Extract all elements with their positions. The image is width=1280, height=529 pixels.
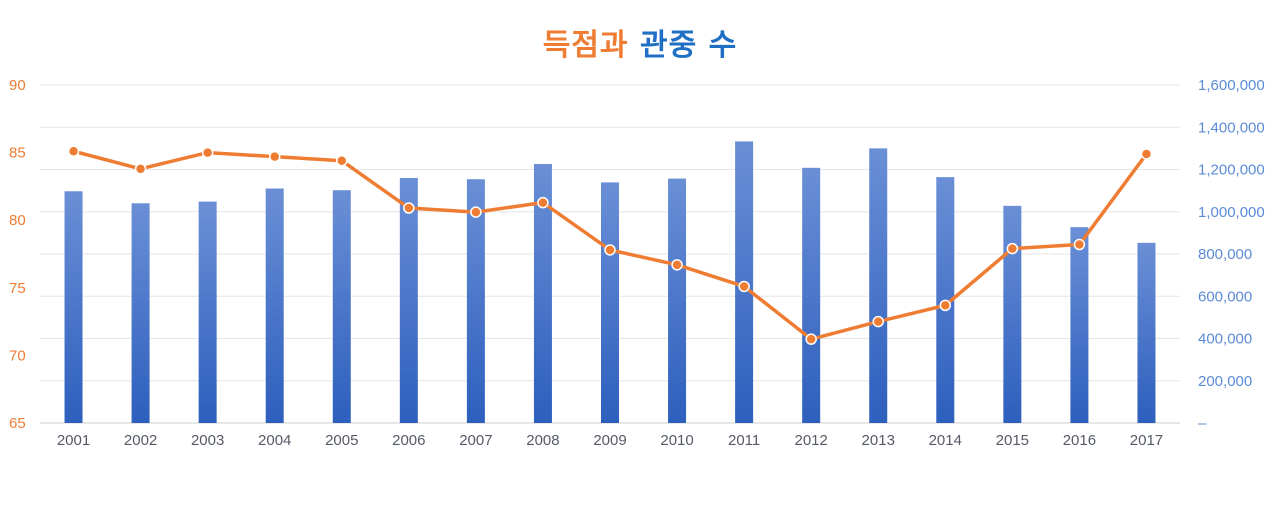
bar-2010 <box>668 178 687 423</box>
y-right-tick: 800,000 <box>1198 246 1252 263</box>
bar-series <box>64 141 1156 423</box>
chart-title-part2: 관중 수 <box>640 28 738 63</box>
bar-2013 <box>869 148 888 423</box>
bar-2002 <box>131 203 150 423</box>
y-left-tick: 75 <box>9 280 26 297</box>
bar-2012 <box>802 167 821 423</box>
line-point-2003 <box>201 146 214 159</box>
chart-title-part1: 득점과 <box>542 28 629 63</box>
line-point-2014 <box>939 299 952 312</box>
y-left-tick: 90 <box>9 77 26 94</box>
line-point-2017 <box>1140 148 1153 160</box>
y-left-tick: 85 <box>9 145 26 162</box>
y-right-tick: 1,000,000 <box>1198 204 1265 221</box>
line-point-2001 <box>67 145 80 157</box>
bar-2004 <box>265 188 284 423</box>
bar-2003 <box>198 201 217 423</box>
bar-2005 <box>332 190 351 423</box>
y-right-tick: – <box>1198 415 1207 432</box>
x-tick: 2017 <box>1130 432 1163 449</box>
y-right-tick: 200,000 <box>1198 373 1252 390</box>
bar-2009 <box>601 182 619 423</box>
line-point-2010 <box>671 259 683 271</box>
line-point-2009 <box>604 244 616 256</box>
line-point-2015 <box>1006 242 1019 255</box>
axes: 90 85 80 75 70 65 1,600,000 1,400,000 1,200,000 1… <box>9 77 1265 449</box>
x-tick: 2008 <box>526 432 559 449</box>
x-tick: 2016 <box>1063 432 1096 449</box>
x-tick: 2010 <box>660 432 693 449</box>
bar-2001 <box>64 191 83 423</box>
bar-2006 <box>399 177 418 423</box>
line-point-2011 <box>738 280 750 293</box>
x-tick: 2003 <box>191 432 224 449</box>
chart-title: 득점과 관중 수 <box>0 20 1280 64</box>
line-point-2008 <box>537 196 549 209</box>
x-tick: 2009 <box>593 432 626 449</box>
x-tick: 2015 <box>996 432 1029 449</box>
x-tick: 2005 <box>325 432 358 449</box>
x-tick: 2013 <box>862 432 895 449</box>
x-tick: 2001 <box>57 432 90 449</box>
line-point-2006 <box>403 202 415 214</box>
y-right-tick: 600,000 <box>1198 288 1252 305</box>
y-right-tick: 1,600,000 <box>1198 77 1265 94</box>
bar-2007 <box>466 179 485 423</box>
y-left-tick: 65 <box>9 415 26 432</box>
line-point-2016 <box>1073 238 1086 251</box>
x-tick: 2012 <box>794 432 827 449</box>
y-right-tick: 1,400,000 <box>1198 119 1265 136</box>
x-tick: 2004 <box>258 432 291 449</box>
line-point-2002 <box>134 163 147 175</box>
line-point-2004 <box>268 150 281 163</box>
line-series <box>67 145 1153 345</box>
line-point-2012 <box>805 333 817 345</box>
bar-2008 <box>533 164 552 423</box>
bar-2016 <box>1070 227 1089 423</box>
bar-2017 <box>1137 242 1156 423</box>
x-tick: 2007 <box>459 432 492 449</box>
x-tick: 2002 <box>124 432 157 449</box>
y-left-tick: 70 <box>9 347 26 364</box>
bar-2015 <box>1003 205 1022 423</box>
x-tick: 2014 <box>929 432 962 449</box>
y-right-tick: 400,000 <box>1198 331 1252 348</box>
x-tick: 2011 <box>728 432 760 449</box>
line-point-2013 <box>872 315 884 328</box>
y-right-tick: 1,200,000 <box>1198 162 1265 179</box>
line-point-2005 <box>336 154 348 167</box>
y-left-tick: 80 <box>9 212 26 229</box>
line-point-2007 <box>470 206 482 218</box>
x-tick: 2006 <box>392 432 425 449</box>
